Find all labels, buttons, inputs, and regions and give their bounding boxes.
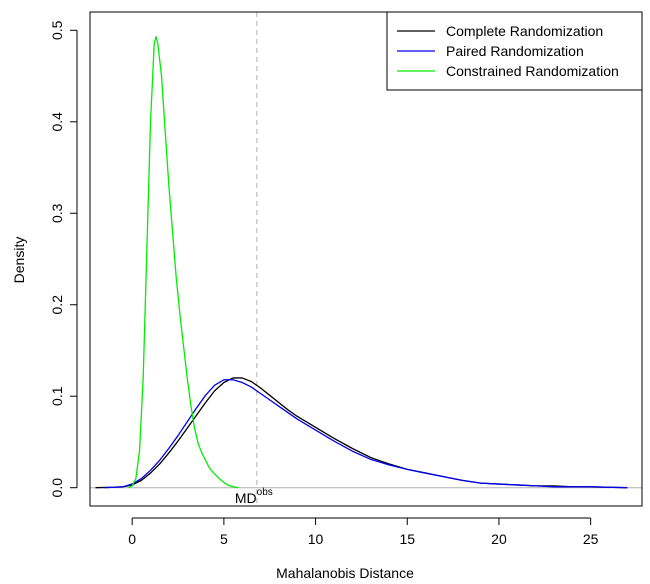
y-tick-label-0: 0.0 (49, 478, 65, 498)
md-obs-annotation: MDobs (235, 487, 273, 506)
y-tick-label-3: 0.3 (49, 203, 65, 223)
md-obs-text: MD (235, 490, 257, 506)
md-obs-superscript: obs (257, 487, 273, 498)
plot-layer: MDobs (90, 12, 642, 506)
plot-frame (89, 11, 643, 507)
x-tick-label-1: 5 (220, 531, 228, 547)
y-tick-label-5: 0.5 (49, 20, 65, 40)
series-line-1 (104, 379, 628, 489)
x-tick-label-5: 25 (583, 531, 599, 547)
series-line-0 (95, 377, 628, 489)
axes-layer: 0 5 10 15 20 25 0.0 0.1 0.2 0.3 0.4 0.5 (49, 11, 643, 547)
legend-label-0: Complete Randomization (446, 23, 603, 39)
series-line-2 (128, 36, 239, 489)
y-tick-label-1: 0.1 (49, 386, 65, 406)
y-axis-title: Density (11, 237, 27, 284)
legend: Complete Randomization Paired Randomizati… (386, 11, 643, 91)
x-tick-label-4: 20 (491, 531, 507, 547)
x-tick-label-0: 0 (128, 531, 136, 547)
x-tick-label-3: 15 (399, 531, 415, 547)
legend-label-2: Constrained Randomization (446, 63, 619, 79)
legend-label-1: Paired Randomization (446, 43, 584, 59)
y-tick-label-4: 0.4 (49, 112, 65, 132)
x-axis-title: Mahalanobis Distance (276, 565, 414, 581)
y-tick-label-2: 0.2 (49, 295, 65, 315)
x-tick-label-2: 10 (308, 531, 324, 547)
